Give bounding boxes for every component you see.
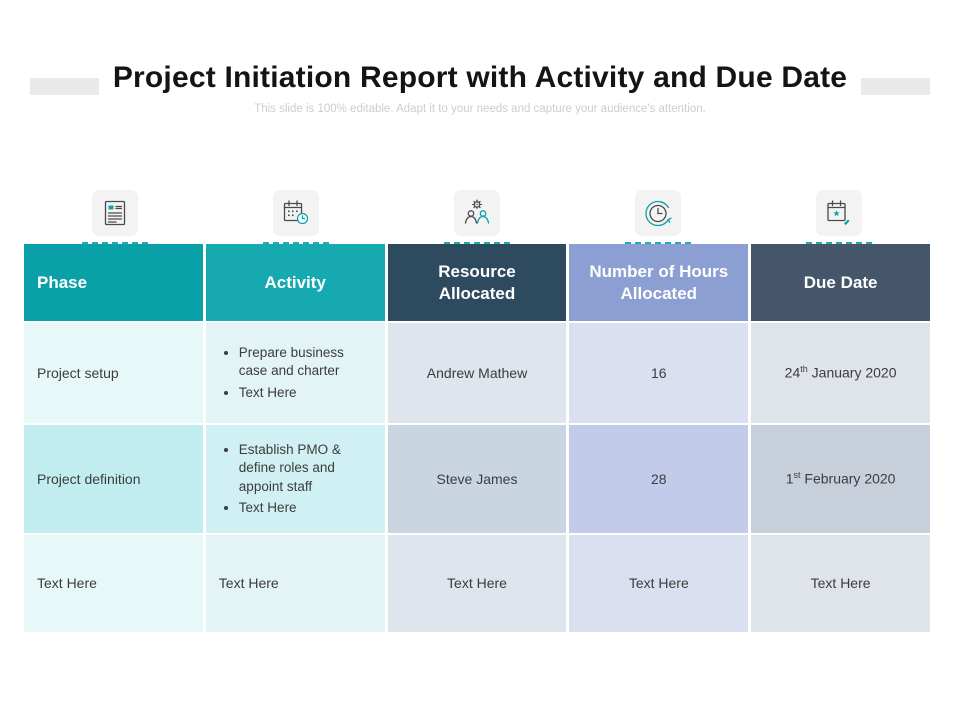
activity-bullet-list: Establish PMO & define roles and appoint… (219, 438, 373, 520)
dashed-underline (443, 242, 510, 244)
row2-resource-cell: Steve James (387, 425, 567, 533)
title-band: Project Initiation Report with Activity … (30, 56, 930, 100)
header-phase: Phase (24, 244, 203, 321)
row3-phase-cell: Text Here (24, 535, 203, 632)
dashed-underline (806, 242, 873, 244)
header-hours-allocated: Number of Hours Allocated (569, 244, 749, 321)
dashed-underline (262, 242, 329, 244)
header-resource-allocated: Resource Allocated (387, 244, 567, 321)
row2-due-cell: 1st February 2020 (751, 425, 930, 533)
row1-due-cell: 24th January 2020 (751, 323, 930, 423)
clock-refresh-icon (635, 190, 682, 236)
dashed-underline (81, 242, 148, 244)
row2-hours-cell: 28 (569, 425, 749, 533)
icon-cell-activity (205, 190, 386, 244)
row3-resource-cell: Text Here (387, 535, 567, 632)
bullet-item: Text Here (239, 384, 373, 402)
row3-hours-cell: Text Here (569, 535, 749, 632)
report-icon (91, 190, 138, 236)
row3-activity-cell: Text Here (205, 535, 385, 632)
row3-due-cell: Text Here (751, 535, 930, 632)
row1-resource-cell: Andrew Mathew (387, 323, 567, 423)
row2-phase-cell: Project definition (24, 425, 203, 533)
icons-row (24, 190, 930, 244)
icon-cell-phase (24, 190, 205, 244)
subtitle: This slide is 100% editable. Adapt it to… (254, 103, 706, 115)
team-resources-icon (453, 190, 500, 236)
calendar-clock-icon (272, 190, 319, 236)
icon-cell-hours (568, 190, 749, 244)
project-table: Phase Activity Resource Allocated Number… (24, 244, 930, 632)
due-date-text: 24th January 2020 (784, 364, 897, 381)
row1-activity-cell: Prepare business case and charter Text H… (205, 323, 385, 423)
due-date-text: 1st February 2020 (785, 470, 896, 487)
row2-activity-cell: Establish PMO & define roles and appoint… (205, 425, 385, 533)
bullet-item: Prepare business case and charter (239, 344, 373, 380)
dashed-underline (625, 242, 692, 244)
header-due-date: Due Date (751, 244, 930, 321)
calendar-star-icon (816, 190, 863, 236)
row1-phase-cell: Project setup (24, 323, 203, 423)
header-activity: Activity (205, 244, 385, 321)
row1-hours-cell: 16 (569, 323, 749, 423)
icon-cell-resource (386, 190, 567, 244)
icon-cell-due (749, 190, 930, 244)
page-title: Project Initiation Report with Activity … (98, 61, 862, 95)
bullet-item: Establish PMO & define roles and appoint… (239, 441, 373, 496)
activity-bullet-list: Prepare business case and charter Text H… (219, 341, 373, 405)
bullet-item: Text Here (239, 499, 373, 517)
